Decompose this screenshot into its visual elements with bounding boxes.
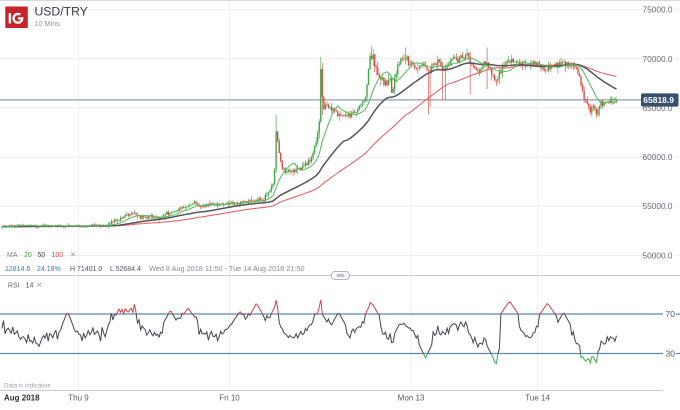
svg-text:MA: MA [7, 252, 18, 259]
svg-text:H 71401.0: H 71401.0 [70, 266, 102, 273]
svg-text:✕: ✕ [70, 250, 76, 259]
svg-text:50: 50 [38, 252, 46, 259]
svg-text:30: 30 [666, 349, 676, 359]
svg-text:RSI: RSI [8, 283, 20, 290]
svg-text:Data is indicative: Data is indicative [4, 383, 51, 390]
svg-text:✕: ✕ [36, 281, 42, 290]
svg-text:14: 14 [26, 283, 34, 290]
svg-text:65818.9: 65818.9 [643, 95, 674, 105]
svg-text:65000.0: 65000.0 [643, 103, 673, 113]
svg-text:70: 70 [666, 309, 676, 319]
svg-text:L 52684.4: L 52684.4 [110, 266, 141, 273]
svg-text:50000.0: 50000.0 [643, 250, 673, 260]
svg-text:12814.6: 12814.6 [5, 266, 30, 273]
svg-text:Thu 9: Thu 9 [68, 394, 89, 403]
svg-text:55000.0: 55000.0 [643, 201, 673, 211]
svg-text:USD/TRY: USD/TRY [35, 5, 88, 19]
svg-text:Tue 14: Tue 14 [525, 394, 550, 403]
svg-text:60000.0: 60000.0 [643, 152, 673, 162]
svg-text:24.18%: 24.18% [37, 266, 61, 273]
svg-text:70000.0: 70000.0 [643, 54, 673, 64]
svg-text:Fri 10: Fri 10 [219, 394, 240, 403]
svg-text:Mon 13: Mon 13 [398, 394, 425, 403]
svg-text:Wed 8 Aug 2018 11:50 - Tue 14: Wed 8 Aug 2018 11:50 - Tue 14 Aug 2018 2… [149, 264, 305, 273]
svg-text:100: 100 [52, 252, 64, 259]
svg-text:75000.0: 75000.0 [643, 5, 673, 15]
svg-text:10 Mins: 10 Mins [35, 19, 61, 28]
svg-text:20: 20 [24, 252, 32, 259]
svg-text:Aug 2018: Aug 2018 [4, 394, 40, 403]
